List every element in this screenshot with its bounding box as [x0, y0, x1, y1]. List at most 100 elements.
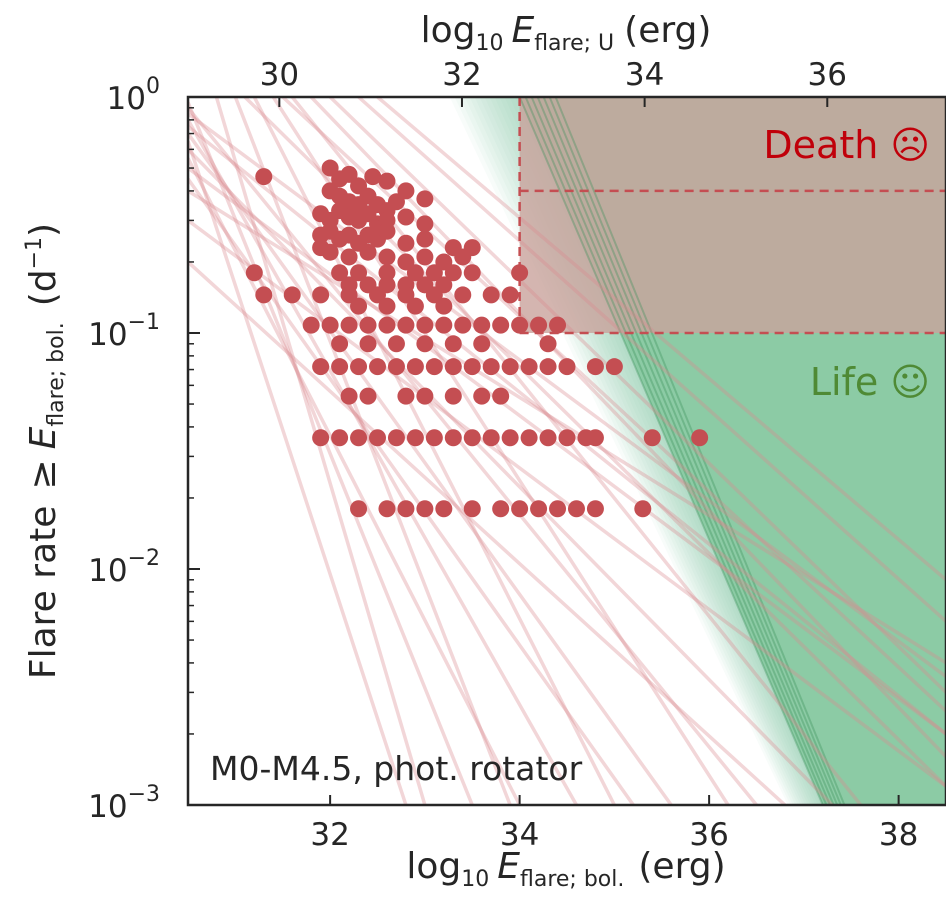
data-point	[558, 429, 576, 447]
data-point	[435, 316, 453, 334]
data-point	[350, 429, 368, 447]
data-point	[364, 168, 382, 186]
data-point	[406, 264, 424, 282]
y-tick-label: 10−1	[88, 310, 160, 353]
data-point	[444, 429, 462, 447]
data-point	[340, 387, 358, 405]
fit-line	[188, 101, 474, 805]
data-point	[634, 500, 652, 518]
data-point	[501, 286, 519, 304]
data-point	[340, 316, 358, 334]
data-point	[378, 172, 396, 190]
data-point	[416, 248, 434, 266]
data-point	[406, 429, 424, 447]
data-point	[378, 248, 396, 266]
data-point	[387, 429, 405, 447]
life-zone-line	[524, 97, 828, 805]
x-axis-ticks: 32 34 36 38	[310, 795, 918, 853]
data-point	[387, 335, 405, 353]
data-point	[350, 358, 368, 376]
data-point	[397, 208, 415, 226]
data-point	[454, 316, 472, 334]
data-point	[643, 429, 661, 447]
data-point	[444, 335, 462, 353]
x-axis-title: log10 Eflare; bol. (erg)	[406, 846, 725, 892]
data-point	[255, 286, 273, 304]
data-point	[444, 358, 462, 376]
data-point	[283, 286, 301, 304]
top-tick-label: 34	[625, 57, 664, 93]
data-point	[492, 387, 510, 405]
data-point	[435, 500, 453, 518]
data-point	[321, 243, 339, 261]
fit-line	[188, 140, 408, 805]
data-point	[567, 500, 585, 518]
data-point	[350, 500, 368, 518]
data-point	[369, 429, 386, 447]
data-point	[359, 243, 377, 261]
data-point	[549, 316, 567, 334]
fit-line	[188, 112, 946, 679]
data-point	[482, 358, 500, 376]
life-zone-line	[554, 97, 846, 805]
life-zone-line	[518, 97, 824, 805]
top-tick-label: 36	[808, 57, 847, 93]
top-tick-label: 32	[442, 57, 481, 93]
data-point	[463, 264, 481, 282]
data-point	[501, 429, 519, 447]
data-point	[605, 358, 623, 376]
fit-line	[188, 189, 946, 665]
data-point	[425, 358, 443, 376]
data-point	[520, 358, 538, 376]
data-point	[492, 316, 510, 334]
data-point	[520, 429, 538, 447]
y-axis-ticks: 100 10−1 10−2 10−3	[88, 74, 200, 825]
data-point	[539, 335, 557, 353]
fit-line	[188, 260, 787, 805]
data-point	[463, 429, 481, 447]
data-point	[331, 358, 349, 376]
data-point	[463, 500, 481, 518]
data-point	[340, 248, 358, 266]
data-point	[416, 230, 434, 248]
data-point	[350, 297, 368, 315]
data-point	[397, 286, 415, 304]
fit-line	[188, 148, 834, 805]
y-tick-label: 10−3	[88, 782, 160, 825]
life-zone-line	[530, 97, 831, 805]
data-point	[312, 429, 330, 447]
data-point	[454, 286, 472, 304]
data-point	[435, 297, 453, 315]
data-point	[378, 222, 396, 240]
data-point	[359, 335, 377, 353]
data-point	[312, 286, 330, 304]
y-axis-title: Flare rate≥Eflare; bol.(d−1)	[22, 223, 69, 679]
fit-line	[188, 218, 946, 788]
data-point	[406, 358, 424, 376]
fit-line	[376, 97, 946, 582]
data-point	[511, 316, 529, 334]
data-point	[378, 264, 396, 282]
data-point	[586, 500, 604, 518]
data-point	[586, 358, 604, 376]
life-zone-line	[542, 97, 839, 805]
fit-line	[357, 97, 946, 623]
data-point	[416, 500, 434, 518]
data-point	[539, 358, 557, 376]
data-point	[691, 429, 709, 447]
data-point	[473, 335, 491, 353]
plot-frame	[186, 95, 946, 807]
data-point	[416, 215, 434, 233]
fit-line	[188, 157, 522, 805]
data-point	[331, 335, 349, 353]
top-axis-title: log10 Eflare; U (erg)	[421, 10, 712, 56]
data-point	[425, 264, 443, 282]
data-point	[425, 429, 443, 447]
data-point	[397, 387, 415, 405]
data-point	[321, 316, 339, 334]
data-point	[549, 500, 567, 518]
data-point	[558, 358, 576, 376]
fit-line	[188, 106, 758, 805]
data-point	[501, 358, 519, 376]
